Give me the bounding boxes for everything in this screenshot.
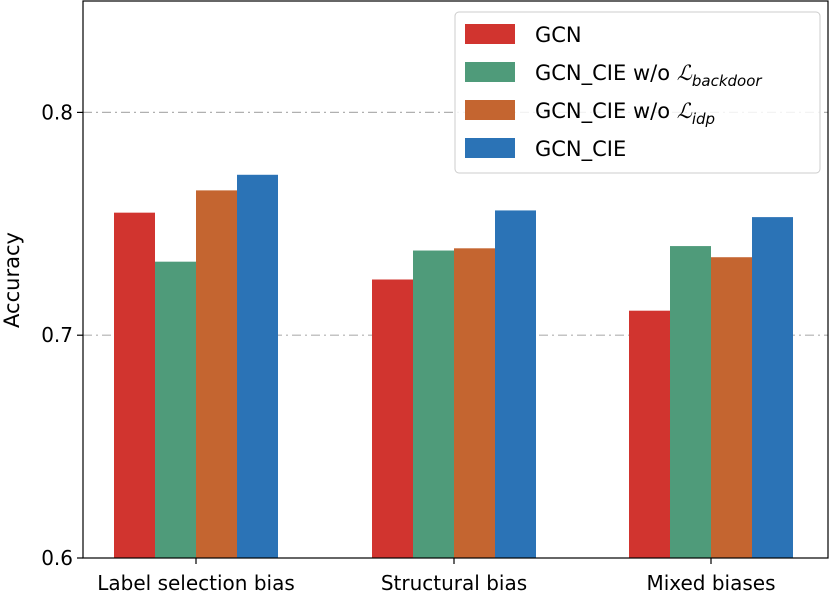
bar-gcn-0: [114, 212, 155, 558]
legend-swatch: [465, 100, 515, 120]
bar-gcn-cie-w-o-l-backdoor-2: [670, 246, 711, 558]
legend: GCN GCN_CIE w/o ℒbackdoor GCN_CIE w/o ℒidp…: [454, 11, 821, 174]
x-tick-label: Mixed biases: [646, 571, 775, 594]
y-tick-label: 0.6: [41, 546, 73, 570]
x-tick-label: Label selection bias: [97, 571, 295, 594]
legend-swatch: [465, 24, 515, 44]
bar-gcn-cie-w-o-l-idp-2: [711, 257, 752, 558]
y-tick-label: 0.7: [41, 323, 73, 347]
bar-gcn-cie-w-o-l-idp-1: [454, 248, 495, 559]
y-axis-ticks: 0.6 0.7 0.8: [41, 100, 83, 570]
bar-gcn-cie-w-o-l-backdoor-0: [155, 261, 196, 558]
x-tick-label: Structural bias: [381, 571, 527, 594]
bar-gcn-cie-1: [495, 210, 536, 558]
y-tick-label: 0.8: [41, 100, 73, 124]
bar-gcn-cie-2: [752, 217, 793, 558]
bar-gcn-cie-0: [237, 174, 278, 558]
bar-gcn-cie-w-o-l-idp-0: [196, 190, 237, 558]
bar-gcn-cie-w-o-l-backdoor-1: [413, 250, 454, 558]
bar-gcn-2: [629, 310, 670, 558]
legend-label: GCN_CIE w/o ℒidp: [535, 99, 715, 128]
plot-frame: [82, 0, 829, 559]
legend-swatch: [465, 62, 515, 82]
legend-label: GCN_CIE: [535, 137, 626, 162]
bars: [114, 174, 793, 559]
bar-gcn-1: [372, 279, 413, 558]
legend-box: [454, 11, 821, 174]
legend-label: GCN: [535, 23, 582, 47]
x-axis-ticks: Label selection bias Structural bias Mixed…: [97, 558, 776, 594]
legend-label: GCN_CIE w/o ℒbackdoor: [535, 61, 762, 90]
y-axis-label: Accuracy: [0, 232, 24, 328]
legend-swatch: [465, 138, 515, 158]
